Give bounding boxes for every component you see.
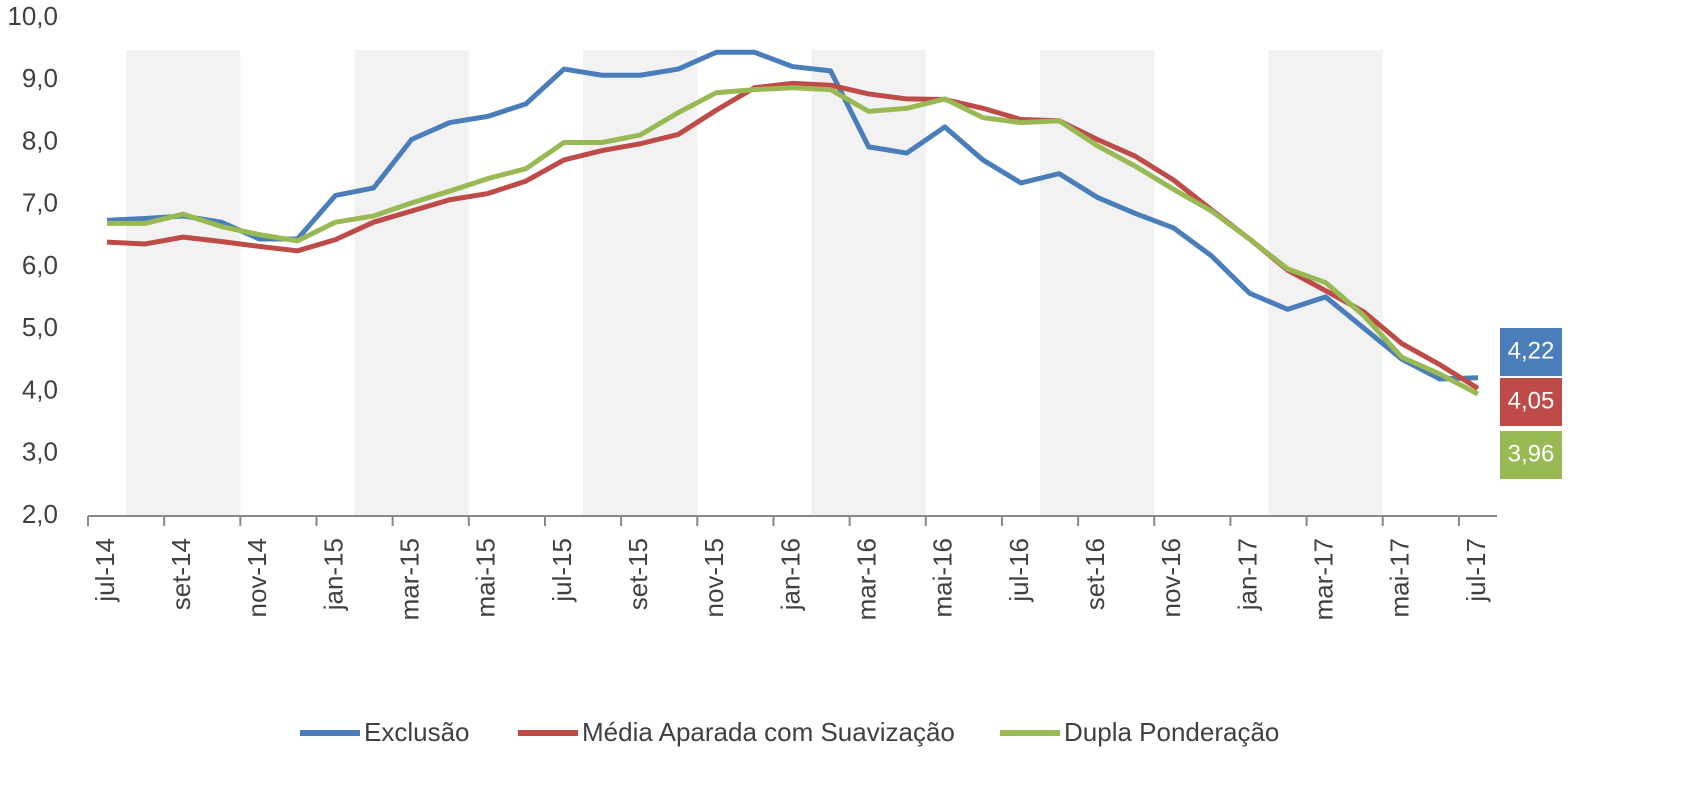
x-tick-label: mai-16 xyxy=(928,538,958,617)
x-tick-label: jul-14 xyxy=(90,538,120,603)
shade-band xyxy=(1040,50,1155,516)
y-tick-label: 5,0 xyxy=(22,312,58,342)
value-label: 4,22 xyxy=(1508,337,1555,364)
x-tick-label: mar-16 xyxy=(852,538,882,620)
value-label: 4,05 xyxy=(1508,387,1555,414)
value-label: 3,96 xyxy=(1508,440,1555,467)
y-tick-label: 7,0 xyxy=(22,188,58,218)
y-tick-label: 10,0 xyxy=(7,1,58,31)
x-tick-label: set-16 xyxy=(1080,538,1110,610)
y-tick-label: 6,0 xyxy=(22,250,58,280)
legend-label: Dupla Ponderação xyxy=(1064,717,1279,747)
x-tick-label: jul-17 xyxy=(1461,538,1491,603)
x-tick-label: mar-17 xyxy=(1309,538,1339,620)
legend-label: Média Aparada com Suavização xyxy=(582,717,955,747)
x-tick-label: nov-14 xyxy=(242,538,272,618)
series-line xyxy=(107,85,1480,397)
y-tick-label: 3,0 xyxy=(22,437,58,467)
x-tick-label: jul-15 xyxy=(547,538,577,603)
value-label-box xyxy=(1500,431,1562,479)
x-tick-label: jan-17 xyxy=(1232,538,1262,611)
x-tick-label: jan-15 xyxy=(318,538,348,611)
x-tick-label: set-14 xyxy=(166,538,196,610)
shade-band xyxy=(126,50,241,516)
x-tick-label: mai-15 xyxy=(471,538,501,617)
x-tick-label: mai-17 xyxy=(1385,538,1415,617)
y-tick-label: 8,0 xyxy=(22,125,58,155)
legend-label: Exclusão xyxy=(364,717,470,747)
x-tick-label: jan-16 xyxy=(775,538,805,611)
y-tick-label: 2,0 xyxy=(22,499,58,529)
x-tick-label: nov-16 xyxy=(1156,538,1186,618)
x-tick-label: nov-15 xyxy=(699,538,729,618)
y-tick-label: 4,0 xyxy=(22,374,58,404)
shade-band xyxy=(583,50,698,516)
series-line xyxy=(106,49,1479,382)
shade-band xyxy=(354,50,469,516)
y-tick-label: 9,0 xyxy=(22,63,58,93)
shade-band xyxy=(811,50,926,516)
x-tick-label: mar-15 xyxy=(395,538,425,620)
value-label-box xyxy=(1500,378,1562,426)
value-label-box xyxy=(1500,328,1562,376)
x-tick-label: jul-16 xyxy=(1004,538,1034,603)
x-tick-label: set-15 xyxy=(623,538,653,610)
